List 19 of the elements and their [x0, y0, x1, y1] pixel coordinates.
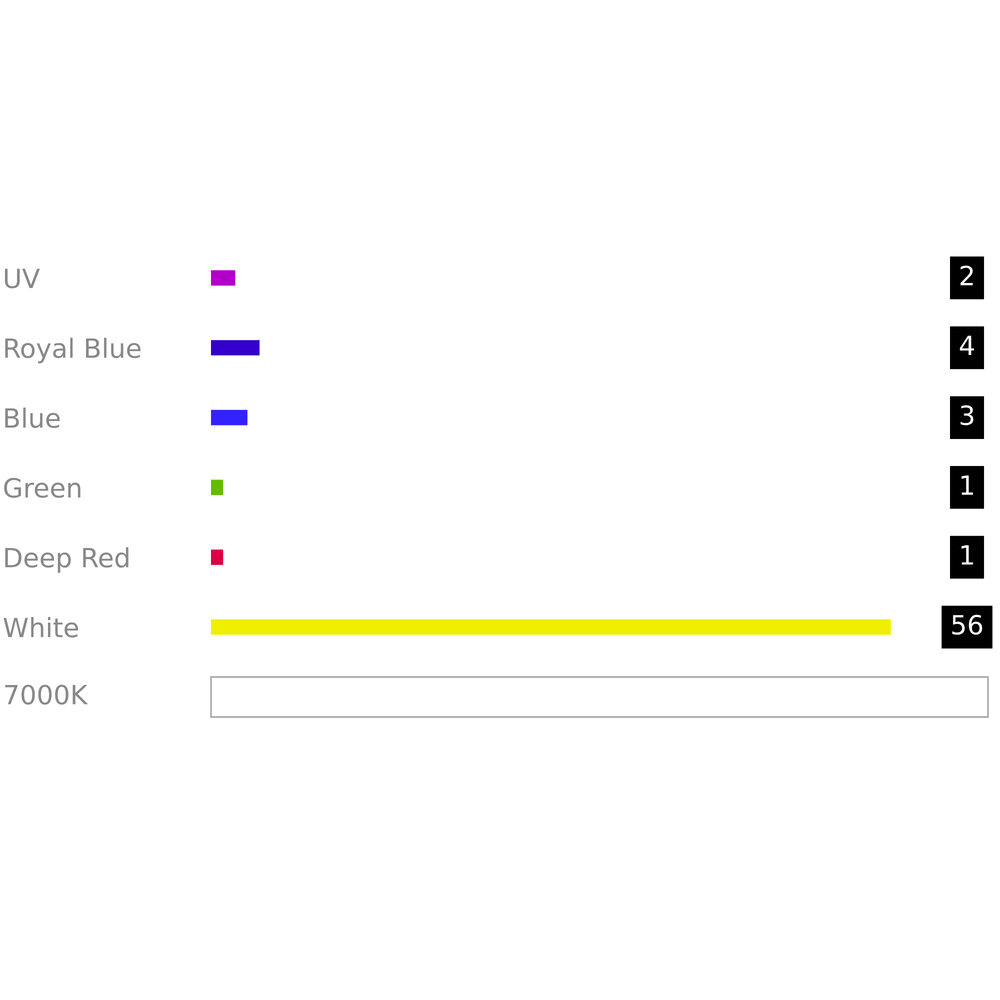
bar: [211, 550, 224, 565]
data-label: 1: [962, 475, 973, 495]
data-label: 3: [960, 405, 974, 426]
data-label: 56: [952, 614, 982, 635]
bar: [211, 410, 248, 426]
y-tick-label: Blue: [5, 408, 60, 428]
data-label: 1: [962, 545, 973, 565]
y-tick-label: Royal Blue: [5, 338, 140, 364]
y-tick-label: Green: [4, 478, 80, 498]
y-tick-label: Deep Red: [5, 547, 128, 573]
y-tick-label: UV: [4, 268, 40, 288]
data-label: 4: [960, 336, 974, 356]
data-label: 2: [960, 266, 973, 286]
text: 7000K: [5, 684, 88, 705]
bar: [211, 270, 236, 286]
bar: [211, 480, 224, 496]
bar: [211, 340, 260, 356]
bar: [211, 619, 891, 635]
y-tick-label: White: [4, 617, 78, 638]
